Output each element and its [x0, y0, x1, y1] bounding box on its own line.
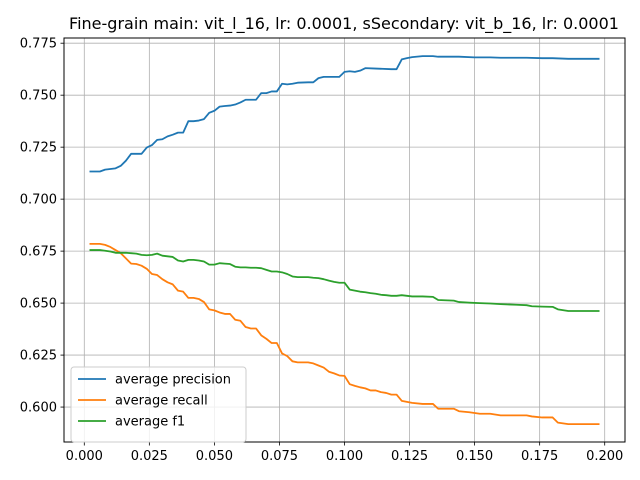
y-tick-label: 0.775 [20, 37, 57, 52]
legend-label: average f1 [115, 415, 185, 430]
x-tick-label: 0.200 [586, 449, 623, 464]
legend-label: average precision [115, 373, 231, 388]
series-lines [89, 55, 600, 426]
chart-title: Fine-grain main: vit_l_16, lr: 0.0001, s… [69, 14, 619, 34]
y-tick-label: 0.750 [20, 89, 57, 104]
series-line-average-recall [89, 242, 600, 426]
x-tick-label: 0.100 [326, 449, 363, 464]
x-tick-label: 0.150 [456, 449, 493, 464]
x-tick-label: 0.025 [131, 449, 168, 464]
legend: average precision average recall average f… [70, 366, 247, 443]
legend-label: average recall [115, 394, 208, 409]
x-tick-label: 0.125 [391, 449, 428, 464]
x-tick-label: 0.075 [261, 449, 298, 464]
legend-box [70, 366, 247, 443]
series-line-average-precision [89, 55, 600, 173]
y-tick-label: 0.725 [20, 141, 57, 156]
y-tick-label: 0.600 [20, 401, 57, 416]
x-tick-label: 0.050 [196, 449, 233, 464]
grid [64, 38, 625, 442]
y-tick-label: 0.650 [20, 297, 57, 312]
y-tick-label: 0.700 [20, 193, 57, 208]
x-tick-label: 0.000 [66, 449, 103, 464]
y-tick-label: 0.625 [20, 349, 57, 364]
y-tick-label: 0.675 [20, 245, 57, 260]
series-line-average-f1 [89, 249, 600, 312]
x-tick-label: 0.175 [521, 449, 558, 464]
axis-ticks: 0.000 0.025 0.050 0.075 0.100 0.125 0.150 0.175… [20, 37, 624, 464]
